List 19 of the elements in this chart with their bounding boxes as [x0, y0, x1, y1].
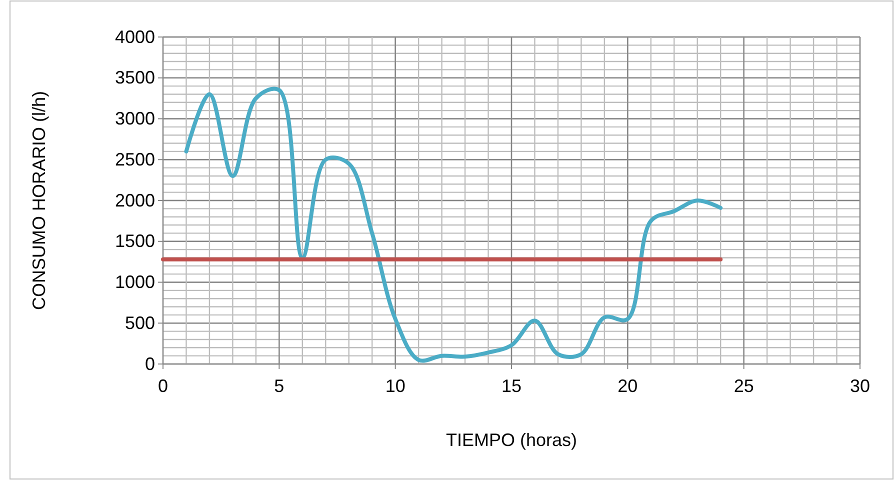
y-tick-label: 1000 — [114, 272, 155, 292]
y-tick-label: 0 — [144, 354, 155, 374]
x-tick-label: 30 — [850, 376, 870, 396]
y-tick-label: 2000 — [114, 190, 155, 210]
x-tick-label: 0 — [158, 376, 168, 396]
y-axis-title: CONSUMO HORARIO (l/h) — [29, 90, 49, 310]
x-tick-label: 10 — [385, 376, 406, 396]
y-tick-label: 1500 — [114, 231, 155, 252]
y-tick-label: 3000 — [114, 108, 155, 129]
x-tick-label: 5 — [274, 376, 284, 396]
x-axis-title: TIEMPO (horas) — [446, 430, 578, 450]
x-tick-label: 25 — [734, 376, 754, 396]
y-tick-label: 500 — [124, 312, 155, 333]
y-tick-label: 3500 — [114, 68, 155, 88]
y-tick-label: 2500 — [114, 149, 155, 170]
y-tick-label: 4000 — [114, 26, 155, 47]
line-series — [184, 87, 723, 362]
x-tick-label: 15 — [501, 376, 522, 396]
x-tick-label: 20 — [618, 376, 638, 396]
